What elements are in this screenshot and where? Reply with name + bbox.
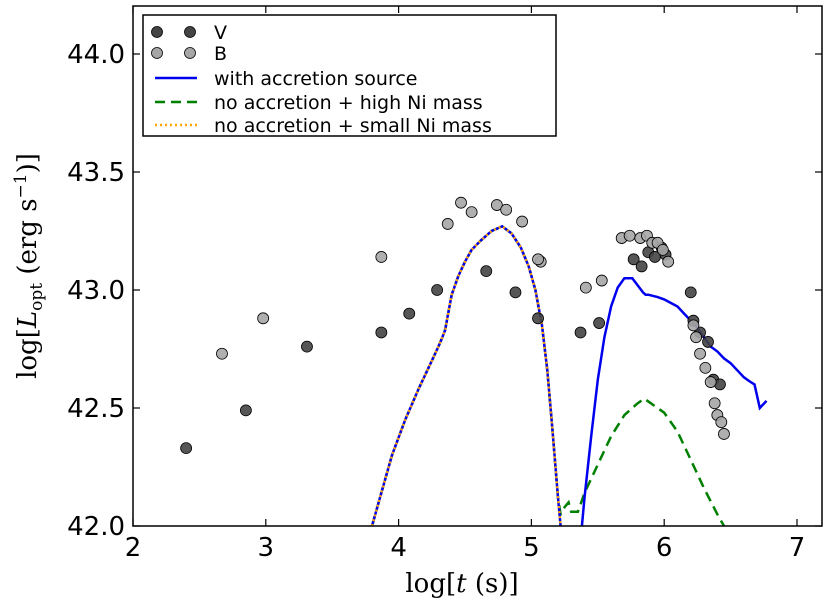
data-point-v bbox=[431, 284, 444, 296]
y-tick-label: 42.0 bbox=[67, 512, 125, 542]
data-point-v bbox=[627, 253, 640, 266]
data-point-v bbox=[532, 312, 544, 325]
data-point-v bbox=[593, 317, 606, 329]
data-point-b bbox=[500, 203, 513, 216]
data-point-b bbox=[441, 218, 454, 230]
data-point-v bbox=[635, 260, 648, 273]
data-point-b bbox=[656, 243, 669, 256]
data-point-v bbox=[702, 336, 714, 348]
x-tick-label: 2 bbox=[125, 533, 142, 563]
data-point-v bbox=[239, 404, 252, 417]
data-point-v bbox=[574, 326, 587, 339]
legend-marker bbox=[151, 26, 163, 38]
legend-marker bbox=[184, 47, 196, 59]
y-tick-label: 42.5 bbox=[67, 394, 125, 424]
data-point-b bbox=[718, 428, 730, 440]
data-point-b bbox=[623, 229, 636, 242]
data-point-v bbox=[480, 265, 493, 278]
data-point-b bbox=[216, 347, 228, 360]
x-tick-label: 7 bbox=[789, 533, 806, 563]
data-point-b bbox=[699, 361, 712, 374]
data-point-b bbox=[375, 251, 388, 263]
x-tick-label: 6 bbox=[656, 533, 673, 563]
x-tick-label: 4 bbox=[390, 533, 407, 563]
y-tick-label: 44.0 bbox=[67, 40, 125, 70]
series-line-no-accretion-small-ni-mass bbox=[370, 224, 562, 526]
data-point-v bbox=[375, 326, 388, 339]
legend-marker bbox=[151, 47, 163, 59]
data-point-b bbox=[579, 281, 592, 294]
data-point-b bbox=[690, 331, 702, 344]
data-point-b bbox=[465, 206, 478, 219]
x-axis-label: log[t (s)] bbox=[405, 569, 518, 599]
data-point-b bbox=[662, 255, 675, 268]
data-point-v bbox=[301, 340, 313, 353]
legend-label: with accretion source bbox=[214, 68, 418, 90]
legend-label: no accretion + high Ni mass bbox=[214, 92, 483, 114]
data-point-b bbox=[595, 274, 608, 287]
data-point-b bbox=[532, 253, 544, 266]
legend-box bbox=[142, 14, 557, 137]
data-point-v bbox=[509, 286, 522, 299]
data-point-b bbox=[715, 416, 728, 429]
data-point-v bbox=[684, 286, 697, 299]
y-tick-label: 43.5 bbox=[67, 158, 125, 188]
data-point-b bbox=[490, 199, 503, 211]
plot-frame bbox=[132, 5, 823, 527]
data-point-b bbox=[687, 319, 700, 332]
data-point-b bbox=[694, 347, 706, 360]
data-point-b bbox=[257, 312, 270, 325]
data-point-b bbox=[516, 215, 529, 228]
y-axis-label: log[Lopt (erg s−1)] bbox=[11, 153, 47, 379]
x-tick-label: 5 bbox=[523, 533, 540, 563]
y-tick-label: 43.0 bbox=[67, 276, 125, 306]
legend-label: no accretion + small Ni mass bbox=[214, 115, 492, 137]
data-point-v bbox=[403, 307, 416, 320]
data-point-v bbox=[180, 442, 193, 455]
x-tick-label: 3 bbox=[258, 533, 275, 563]
legend-label: B bbox=[214, 43, 227, 65]
data-point-b bbox=[455, 196, 467, 209]
data-point-b bbox=[708, 397, 721, 410]
data-point-b bbox=[704, 376, 717, 388]
legend-marker bbox=[184, 26, 196, 38]
legend-label: V bbox=[214, 22, 227, 44]
